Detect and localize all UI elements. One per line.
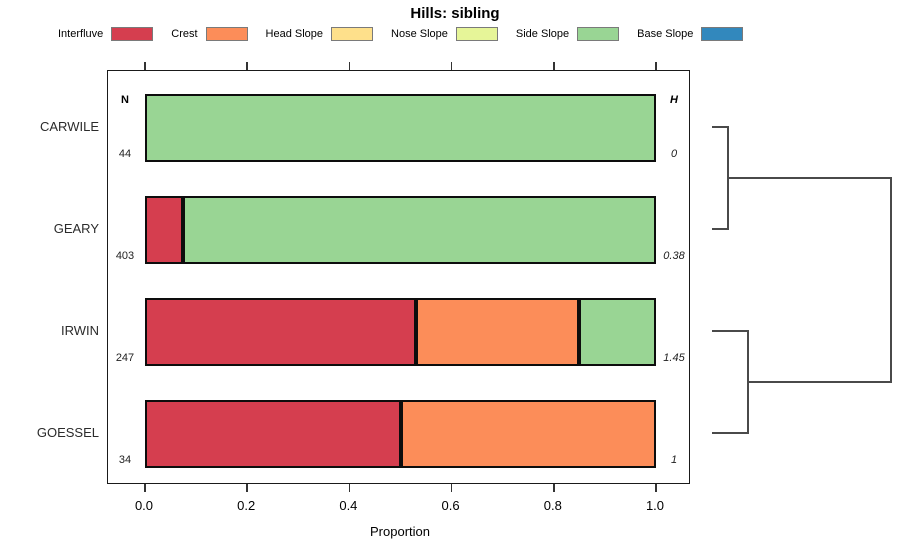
bar-row-goessel xyxy=(145,400,656,468)
legend-label: Side Slope xyxy=(515,28,570,40)
axis-tick xyxy=(246,62,248,70)
bar-row-irwin xyxy=(145,298,656,366)
h-column-header: H xyxy=(670,94,678,106)
x-tick-label: 0.2 xyxy=(237,498,256,513)
bar-row-carwile xyxy=(145,94,656,162)
dendrogram-segment xyxy=(748,381,891,383)
row-label-carwile: CARWILE xyxy=(40,119,99,134)
legend-label: Nose Slope xyxy=(391,28,448,40)
x-axis-title: Proportion xyxy=(370,524,430,539)
bar-segment-side-slope xyxy=(579,298,656,366)
legend-swatch xyxy=(111,27,154,41)
axis-tick xyxy=(450,484,453,492)
bar-segment-side-slope xyxy=(145,94,656,162)
h-value-irwin: 1.45 xyxy=(663,352,685,364)
legend-label: Head Slope xyxy=(265,28,324,40)
row-label-geary: GEARY xyxy=(53,221,99,236)
h-value-goessel: 1 xyxy=(670,454,678,466)
n-value-irwin: 247 xyxy=(115,352,135,364)
legend-swatch xyxy=(577,27,620,41)
legend-item-interfluve: Interfluve xyxy=(58,27,154,41)
legend-item-base-slope: Base Slope xyxy=(637,27,744,41)
n-value-carwile: 44 xyxy=(118,148,132,160)
dendrogram-segment xyxy=(712,228,728,230)
legend-swatch xyxy=(455,27,498,41)
bar-row-geary xyxy=(145,196,656,264)
x-tick-label: 0.6 xyxy=(441,498,460,513)
legend-label: Crest xyxy=(171,28,198,40)
legend-item-nose-slope: Nose Slope xyxy=(391,27,498,41)
bar-segment-crest xyxy=(415,298,580,366)
n-column-header: N xyxy=(121,94,129,106)
bar-segment-interfluve xyxy=(145,196,184,264)
dendrogram-segment xyxy=(712,330,748,332)
axis-tick xyxy=(144,62,146,70)
legend-item-side-slope: Side Slope xyxy=(515,27,620,41)
row-label-irwin: IRWIN xyxy=(60,323,99,338)
h-value-carwile: 0 xyxy=(670,148,678,160)
legend-label: Interfluve xyxy=(58,28,104,40)
legend-swatch xyxy=(205,27,248,41)
axis-tick xyxy=(450,62,453,70)
bar-segment-interfluve xyxy=(145,400,401,468)
axis-tick xyxy=(655,484,657,492)
x-tick-label: 0.8 xyxy=(543,498,562,513)
legend: Interfluve Crest Head Slope Nose Slope Side … xyxy=(58,26,744,42)
axis-tick xyxy=(348,62,351,70)
bar-segment-side-slope xyxy=(183,196,656,264)
row-label-goessel: GOESSEL xyxy=(36,425,99,440)
dendrogram-segment xyxy=(712,432,748,434)
axis-tick xyxy=(246,484,248,492)
axis-tick xyxy=(348,484,351,492)
legend-item-crest: Crest xyxy=(171,27,248,41)
legend-swatch xyxy=(331,27,374,41)
legend-label: Base Slope xyxy=(637,28,694,40)
axis-tick xyxy=(553,484,555,492)
x-tick-label: 0.0 xyxy=(134,498,154,513)
plot-area xyxy=(107,62,690,492)
n-value-goessel: 34 xyxy=(118,454,132,466)
dendrogram-segment xyxy=(747,330,749,434)
dendrogram-segment xyxy=(728,177,891,179)
h-value-geary: 0.38 xyxy=(663,250,685,262)
dendrogram-segment xyxy=(712,126,728,128)
chart-title: Hills: sibling xyxy=(410,5,500,22)
legend-item-head-slope: Head Slope xyxy=(266,27,374,41)
axis-tick xyxy=(655,62,657,70)
x-tick-label: 0.4 xyxy=(339,498,358,513)
dendrogram-segment xyxy=(727,126,729,230)
axis-tick xyxy=(144,484,146,492)
bar-segment-interfluve xyxy=(145,298,416,366)
n-value-geary: 403 xyxy=(115,250,135,262)
axis-tick xyxy=(553,62,555,70)
bar-segment-crest xyxy=(400,400,656,468)
legend-swatch xyxy=(701,27,744,41)
x-tick-label: 1.0 xyxy=(645,498,665,513)
dendrogram-segment xyxy=(890,177,892,383)
